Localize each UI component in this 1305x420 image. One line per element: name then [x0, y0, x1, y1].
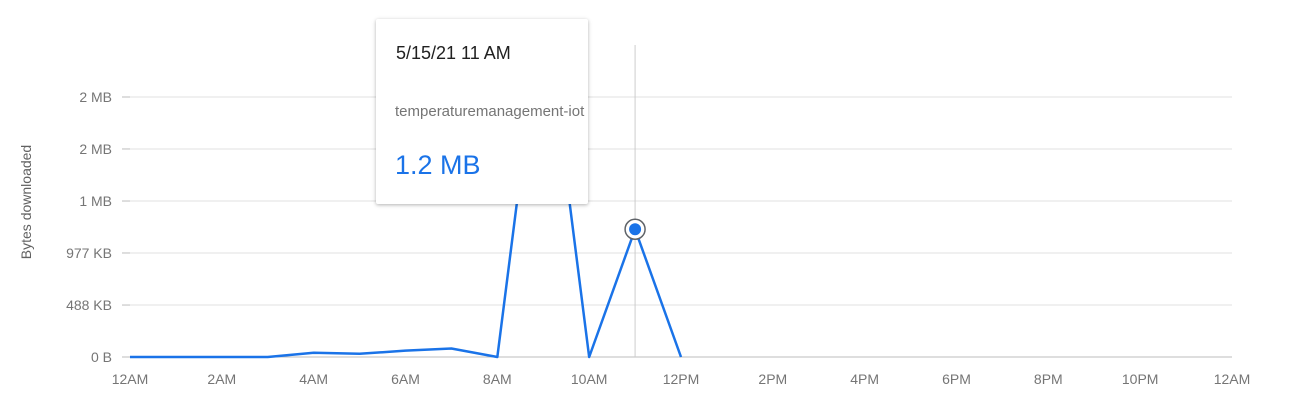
highlight-marker[interactable]	[624, 218, 646, 240]
x-tick-label: 12AM	[112, 371, 149, 387]
x-tick-label: 12AM	[1214, 371, 1251, 387]
x-tick-label: 6PM	[942, 371, 971, 387]
x-tick-label: 4AM	[299, 371, 328, 387]
tooltip-series-name: temperaturemanagement-iot	[395, 103, 585, 120]
series-line	[130, 68, 683, 359]
x-tick-label: 4PM	[850, 371, 879, 387]
x-tick-label: 10AM	[571, 371, 608, 387]
y-tick-label: 1 MB	[79, 193, 112, 209]
tooltip-value: 1.2 MB	[395, 150, 481, 180]
y-tick-label: 0 B	[91, 349, 112, 365]
tooltip: 5/15/21 11 AM temperaturemanagement-iot …	[376, 19, 588, 204]
y-tick-label: 977 KB	[66, 245, 112, 261]
tooltip-date: 5/15/21 11 AM	[396, 43, 511, 63]
x-tick-label: 6AM	[391, 371, 420, 387]
y-tick-label: 2 MB	[79, 141, 112, 157]
y-tick-label: 2 MB	[79, 89, 112, 105]
x-tick-label: 8AM	[483, 371, 512, 387]
y-axis-label: Bytes downloaded	[18, 145, 34, 259]
x-axis-ticks: 12AM 2AM 4AM 6AM 8AM 10AM 12PM 2PM 4PM 6PM 8PM 10PM…	[112, 371, 1251, 387]
gridlines	[130, 96, 1232, 358]
highlight-point	[629, 223, 642, 236]
y-tick-label: 488 KB	[66, 297, 112, 313]
x-tick-label: 12PM	[663, 371, 700, 387]
series-layer	[130, 68, 683, 359]
x-tick-label: 2AM	[207, 371, 236, 387]
x-tick-label: 2PM	[758, 371, 787, 387]
x-tick-label: 8PM	[1034, 371, 1063, 387]
y-axis-ticks: 0 B 488 KB 977 KB 1 MB 2 MB 2 MB	[66, 89, 130, 365]
x-tick-label: 10PM	[1122, 371, 1159, 387]
